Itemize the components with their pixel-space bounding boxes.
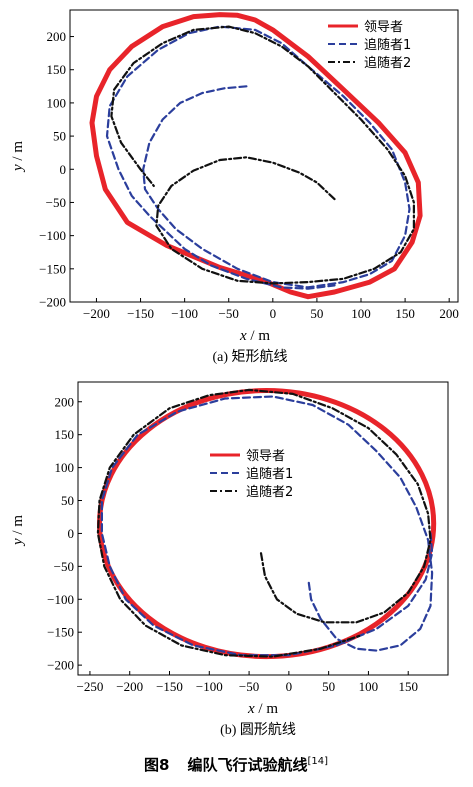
y-tick-label: −50 (54, 559, 74, 574)
plot-frame-a (69, 9, 459, 303)
x-tick-label: −50 (219, 306, 239, 321)
legend-label: 追随者1 (246, 466, 293, 482)
figure-caption-ref: [14] (307, 756, 328, 767)
x-axis-label-a: x / m (239, 328, 270, 344)
y-tick-label: 0 (60, 162, 67, 177)
x-tick-label: −150 (127, 306, 154, 321)
x-tick-label: −150 (156, 679, 183, 694)
y-tick-label: −100 (47, 592, 74, 607)
x-tick-label: 100 (359, 679, 379, 694)
legend-label: 追随者2 (364, 55, 411, 71)
y-tick-label: −200 (47, 658, 74, 673)
y-tick-label: −50 (46, 195, 66, 210)
legend-label: 领导者 (246, 449, 285, 464)
y-tick-label: −100 (39, 228, 66, 243)
y-tick-label: 0 (68, 526, 75, 541)
subtitle-b: (b) 圆形航线 (220, 722, 296, 738)
x-tick-label: −100 (171, 306, 198, 321)
x-tick-label: 0 (286, 679, 293, 694)
y-tick-label: 50 (61, 493, 74, 508)
panel-b: −250 −200 −150 −100 −50 0 50 100 150−200−150−100… (10, 381, 449, 738)
x-axis-label-b: x / m (247, 701, 278, 717)
y-tick-label: 200 (47, 29, 67, 44)
panel-a: −200 −150 −100 −50 0 50 100 150 200 −200 −150 −100 −… (10, 9, 459, 365)
x-tick-label: 0 (270, 306, 277, 321)
series-line-follower-2 (110, 25, 415, 285)
y-axis-label-a: y / m (10, 141, 26, 173)
x-tick-label: 100 (351, 306, 371, 321)
plot-frame-b (77, 381, 449, 676)
x-tick-label: −200 (116, 679, 143, 694)
figure-caption-text: 编队飞行试验航线 (187, 756, 307, 774)
x-tick-label: −100 (196, 679, 223, 694)
series-group-a (89, 12, 423, 300)
series-line-follower-1 (105, 25, 411, 290)
subtitle-a: (a) 矩形航线 (212, 349, 287, 365)
y-tick-label: −200 (39, 295, 66, 310)
x-tick-label: −250 (77, 679, 104, 694)
y-tick-label: 200 (55, 394, 75, 409)
x-tick-label: 50 (322, 679, 335, 694)
y-tick-label: −150 (39, 261, 66, 276)
x-tick-label: −200 (83, 306, 110, 321)
y-tick-label: 50 (53, 129, 66, 144)
series-group-b (96, 388, 437, 660)
x-tick-label: 150 (398, 679, 418, 694)
x-tick-label: −50 (239, 679, 259, 694)
legend-label: 领导者 (364, 20, 403, 35)
y-tick-label: −150 (47, 625, 74, 640)
y-tick-label: 150 (47, 62, 67, 77)
x-tick-label: 50 (310, 306, 323, 321)
legend-label: 追随者1 (364, 37, 411, 53)
figure-caption-label: 图8 (144, 756, 169, 774)
x-tick-label: 150 (395, 306, 415, 321)
y-axis-label-b: y / m (10, 515, 26, 547)
axis-ticks-b: −250 −200 −150 −100 −50 0 50 100 150−200−150−100… (47, 394, 418, 694)
axis-ticks-a: −200 −150 −100 −50 0 50 100 150 200 −200 −150 −100 −… (39, 29, 459, 321)
figure-caption: 图8 编队飞行试验航线[14] (144, 756, 328, 774)
series-line-follower-2 (96, 388, 432, 658)
y-tick-label: 100 (55, 460, 75, 475)
legend-label: 追随者2 (246, 484, 293, 500)
y-tick-label: 100 (47, 95, 67, 110)
x-tick-label: 200 (439, 306, 459, 321)
series-line-leader (89, 12, 423, 300)
y-tick-label: 150 (55, 427, 75, 442)
